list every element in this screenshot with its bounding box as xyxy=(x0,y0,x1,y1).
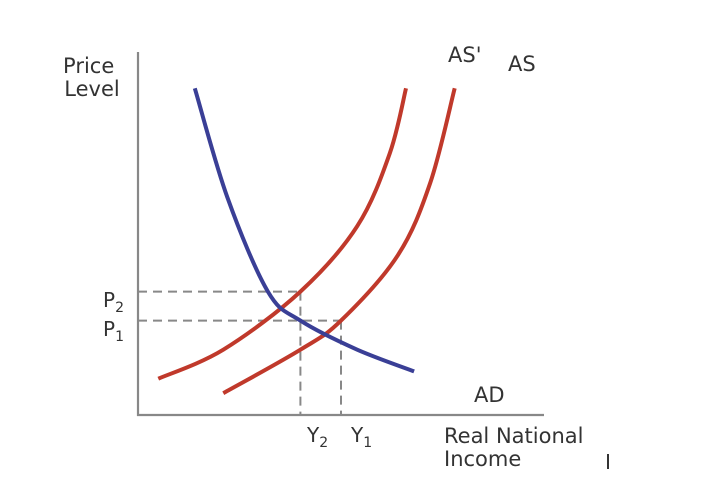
as-prime-curve xyxy=(157,87,408,381)
guide-lines xyxy=(138,290,342,415)
y-tick-p1: P1 xyxy=(103,317,124,345)
curve-label-as-prime: AS' xyxy=(448,43,481,67)
ad-curve xyxy=(192,87,415,374)
curve-label-ad: AD xyxy=(474,383,505,407)
curve-label-as: AS xyxy=(508,52,536,76)
y-axis-label: Price Level xyxy=(63,54,121,101)
y-tick-p2: P2 xyxy=(103,288,124,316)
as-curve xyxy=(222,87,457,395)
x-tick-y1: Y1 xyxy=(350,423,372,451)
curves xyxy=(157,87,457,395)
x-tick-y2: Y2 xyxy=(306,423,328,451)
x-axis-label: Real National Income xyxy=(444,424,590,471)
